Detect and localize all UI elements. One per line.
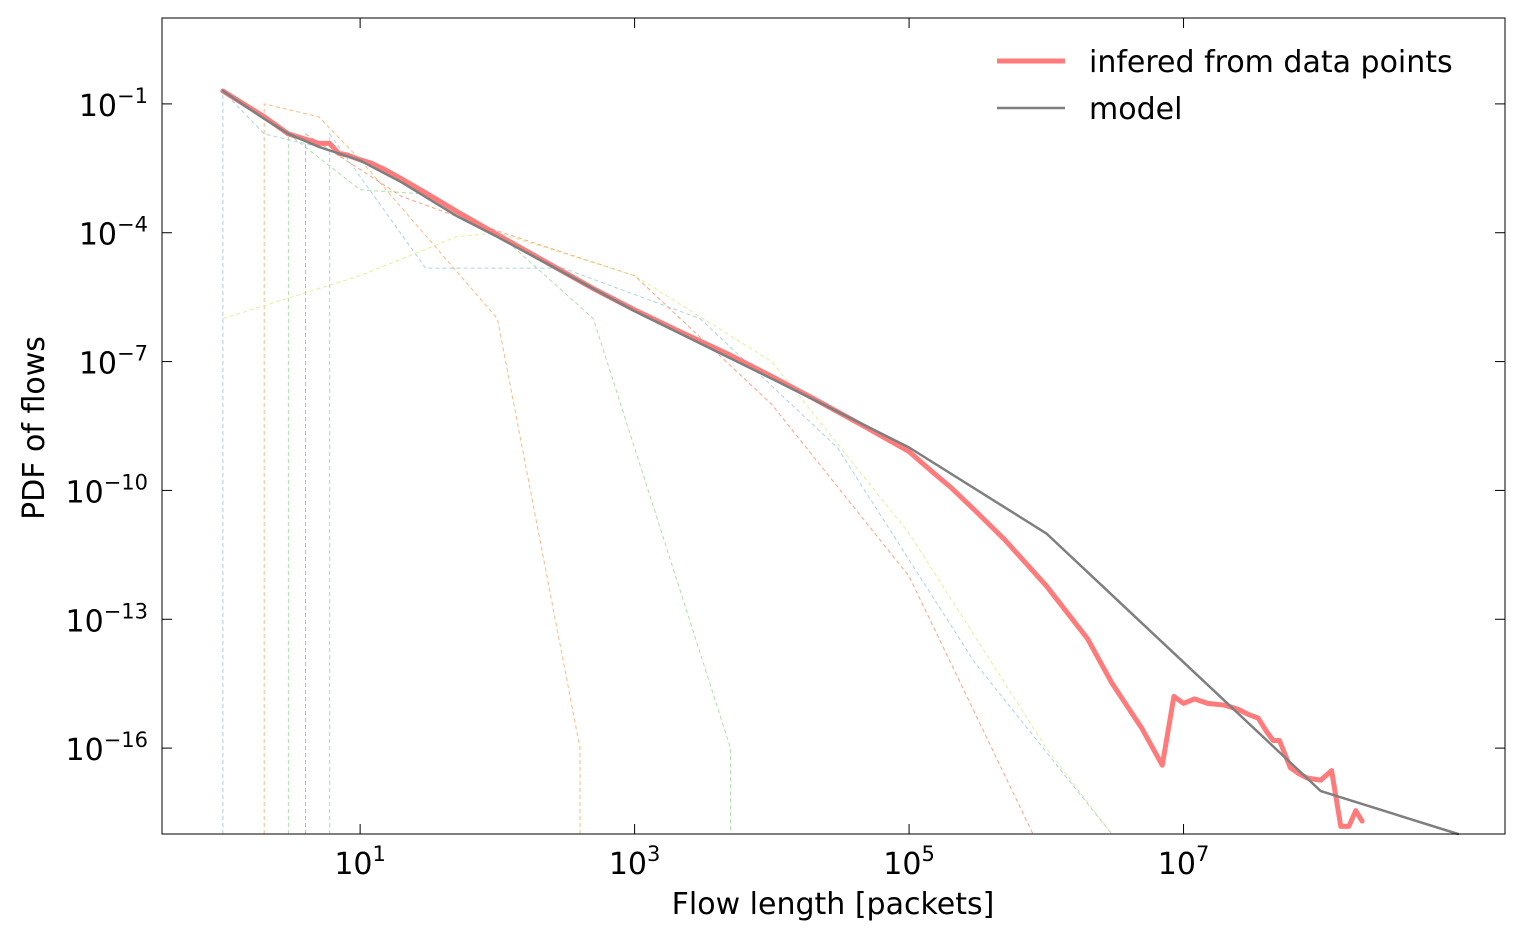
component-curve-6: [222, 232, 1113, 835]
series-line-model: [221, 89, 1460, 836]
series-lines: [220, 88, 1460, 836]
y-axis-label: PDF of flows: [17, 336, 52, 520]
legend: infered from data points model: [997, 45, 1453, 127]
plot-area-frame: [161, 17, 1506, 835]
component-curve-5: [329, 132, 1113, 835]
component-curve-1: [222, 89, 402, 834]
component-curve-2: [263, 103, 581, 834]
x-axis-label: Flow length [packets]: [672, 887, 995, 922]
series-line-infered-from-data-points: [220, 88, 1365, 829]
legend-label-infered: infered from data points: [1089, 45, 1453, 80]
component-curve-4: [305, 132, 1034, 835]
legend-label-model: model: [1089, 92, 1182, 127]
